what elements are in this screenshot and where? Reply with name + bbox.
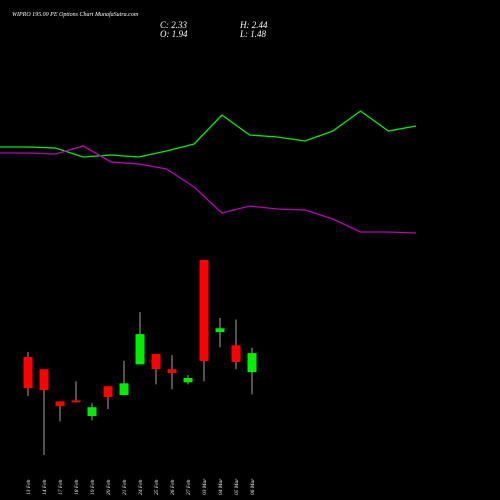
ohlc-close: C: 2.33 bbox=[160, 20, 188, 30]
x-tick-label: 04 Mar bbox=[217, 478, 224, 495]
ohlc-low: L: 1.48 bbox=[239, 29, 267, 39]
chart-title: WIPRO 195.00 PE Options Chart MunafaSutr… bbox=[12, 11, 139, 18]
indicator-line bbox=[0, 145, 417, 234]
candle-body bbox=[119, 383, 129, 396]
x-tick-label: 20 Feb bbox=[106, 479, 112, 495]
candle-body bbox=[55, 401, 65, 407]
ohlc-open: O: 1.94 bbox=[160, 29, 188, 39]
x-tick-label: 19 Feb bbox=[90, 479, 96, 495]
candle-body bbox=[247, 353, 257, 373]
candle-body bbox=[167, 369, 177, 374]
x-tick-label: 03 Mar bbox=[202, 478, 208, 495]
x-tick-label: 17 Feb bbox=[58, 479, 64, 495]
candle-body bbox=[215, 328, 225, 333]
x-tick-label: 21 Feb bbox=[122, 479, 128, 495]
candle-body bbox=[23, 357, 33, 389]
candle-body bbox=[135, 334, 145, 365]
candle-body bbox=[183, 377, 193, 383]
x-tick-label: 27 Feb bbox=[186, 479, 192, 495]
candle-body bbox=[103, 386, 113, 397]
ohlc-high: H: 2.44 bbox=[239, 20, 268, 30]
candle-body bbox=[71, 400, 81, 403]
indicator-line bbox=[0, 110, 417, 158]
candle-body bbox=[199, 260, 209, 361]
x-tick-label: 05 Mar bbox=[234, 478, 240, 495]
x-tick-label: 14 Feb bbox=[41, 479, 48, 495]
candle-body bbox=[87, 407, 97, 416]
x-tick-label: 06 Mar bbox=[250, 478, 256, 495]
x-tick-label: 25 Feb bbox=[154, 479, 160, 495]
candle-body bbox=[39, 369, 49, 391]
x-tick-label: 18 Feb bbox=[74, 479, 80, 495]
candle-body bbox=[231, 345, 241, 362]
x-tick-label: 24 Feb bbox=[137, 479, 144, 495]
x-tick-label: 26 Feb bbox=[170, 479, 176, 495]
x-tick-label: 13 Feb bbox=[26, 479, 32, 495]
candle-body bbox=[151, 354, 161, 370]
